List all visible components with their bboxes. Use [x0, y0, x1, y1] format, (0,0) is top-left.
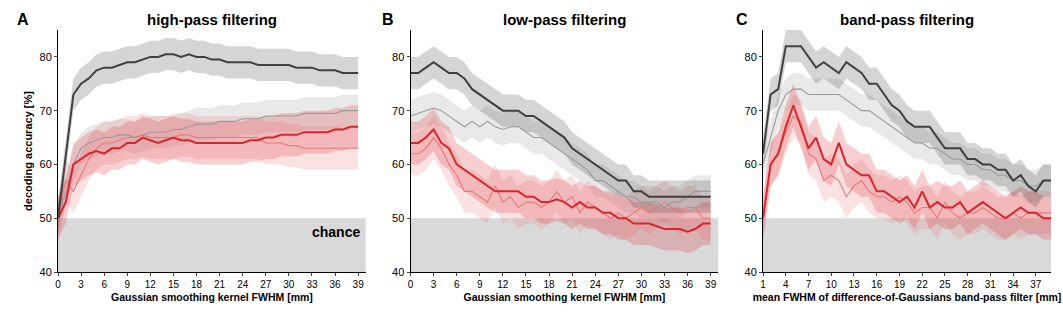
- svg-text:Gaussian smoothing kernel FWHM: Gaussian smoothing kernel FWHM [mm]: [464, 291, 666, 303]
- svg-text:21: 21: [214, 279, 226, 290]
- svg-text:0: 0: [408, 279, 414, 290]
- svg-text:60: 60: [392, 158, 404, 170]
- svg-text:12: 12: [145, 279, 157, 290]
- svg-text:13: 13: [848, 279, 860, 290]
- svg-text:28: 28: [962, 279, 974, 290]
- svg-text:25: 25: [939, 279, 951, 290]
- svg-text:70: 70: [392, 105, 404, 117]
- svg-text:chance: chance: [312, 224, 360, 240]
- svg-text:60: 60: [745, 158, 757, 170]
- svg-text:Gaussian smoothing kernel FWHM: Gaussian smoothing kernel FWHM [mm]: [111, 291, 313, 303]
- svg-text:36: 36: [682, 279, 694, 290]
- svg-text:band-pass filtering: band-pass filtering: [840, 11, 974, 28]
- svg-text:decoding accuracy [%]: decoding accuracy [%]: [22, 91, 34, 211]
- svg-text:7: 7: [806, 279, 812, 290]
- svg-text:15: 15: [520, 279, 532, 290]
- svg-text:low-pass filtering: low-pass filtering: [503, 11, 626, 28]
- svg-text:3: 3: [431, 279, 437, 290]
- svg-text:18: 18: [543, 279, 555, 290]
- svg-text:39: 39: [353, 279, 365, 290]
- svg-text:40: 40: [745, 266, 757, 278]
- svg-text:12: 12: [497, 279, 509, 290]
- svg-text:A: A: [17, 11, 29, 28]
- svg-text:27: 27: [260, 279, 272, 290]
- svg-text:24: 24: [590, 279, 602, 290]
- svg-text:30: 30: [283, 279, 295, 290]
- svg-text:10: 10: [826, 279, 838, 290]
- svg-text:6: 6: [101, 279, 107, 290]
- svg-text:9: 9: [124, 279, 130, 290]
- svg-text:70: 70: [745, 105, 757, 117]
- svg-text:high-pass filtering: high-pass filtering: [147, 11, 277, 28]
- svg-text:19: 19: [894, 279, 906, 290]
- svg-text:50: 50: [40, 212, 52, 224]
- svg-text:4: 4: [783, 279, 789, 290]
- svg-text:40: 40: [392, 266, 404, 278]
- svg-text:15: 15: [168, 279, 180, 290]
- svg-text:21: 21: [567, 279, 579, 290]
- svg-text:C: C: [736, 11, 748, 28]
- svg-text:9: 9: [477, 279, 483, 290]
- svg-text:33: 33: [306, 279, 318, 290]
- svg-text:80: 80: [40, 51, 52, 63]
- svg-text:50: 50: [745, 212, 757, 224]
- svg-text:16: 16: [871, 279, 883, 290]
- svg-text:22: 22: [917, 279, 929, 290]
- svg-text:31: 31: [985, 279, 997, 290]
- svg-text:34: 34: [1008, 279, 1020, 290]
- svg-text:33: 33: [659, 279, 671, 290]
- svg-text:70: 70: [40, 105, 52, 117]
- svg-text:18: 18: [191, 279, 203, 290]
- svg-text:50: 50: [392, 212, 404, 224]
- svg-text:40: 40: [40, 266, 52, 278]
- svg-text:39: 39: [705, 279, 717, 290]
- svg-text:80: 80: [392, 51, 404, 63]
- svg-text:0: 0: [55, 279, 61, 290]
- svg-text:37: 37: [1030, 279, 1042, 290]
- svg-text:6: 6: [454, 279, 460, 290]
- svg-text:60: 60: [40, 158, 52, 170]
- svg-text:24: 24: [237, 279, 249, 290]
- svg-text:27: 27: [613, 279, 625, 290]
- svg-text:B: B: [382, 11, 394, 28]
- svg-text:36: 36: [329, 279, 341, 290]
- svg-text:80: 80: [745, 51, 757, 63]
- svg-text:3: 3: [78, 279, 84, 290]
- svg-text:30: 30: [636, 279, 648, 290]
- svg-text:mean FWHM of difference-of-Gau: mean FWHM of difference-of-Gaussians ban…: [753, 291, 1062, 303]
- svg-text:1: 1: [760, 279, 766, 290]
